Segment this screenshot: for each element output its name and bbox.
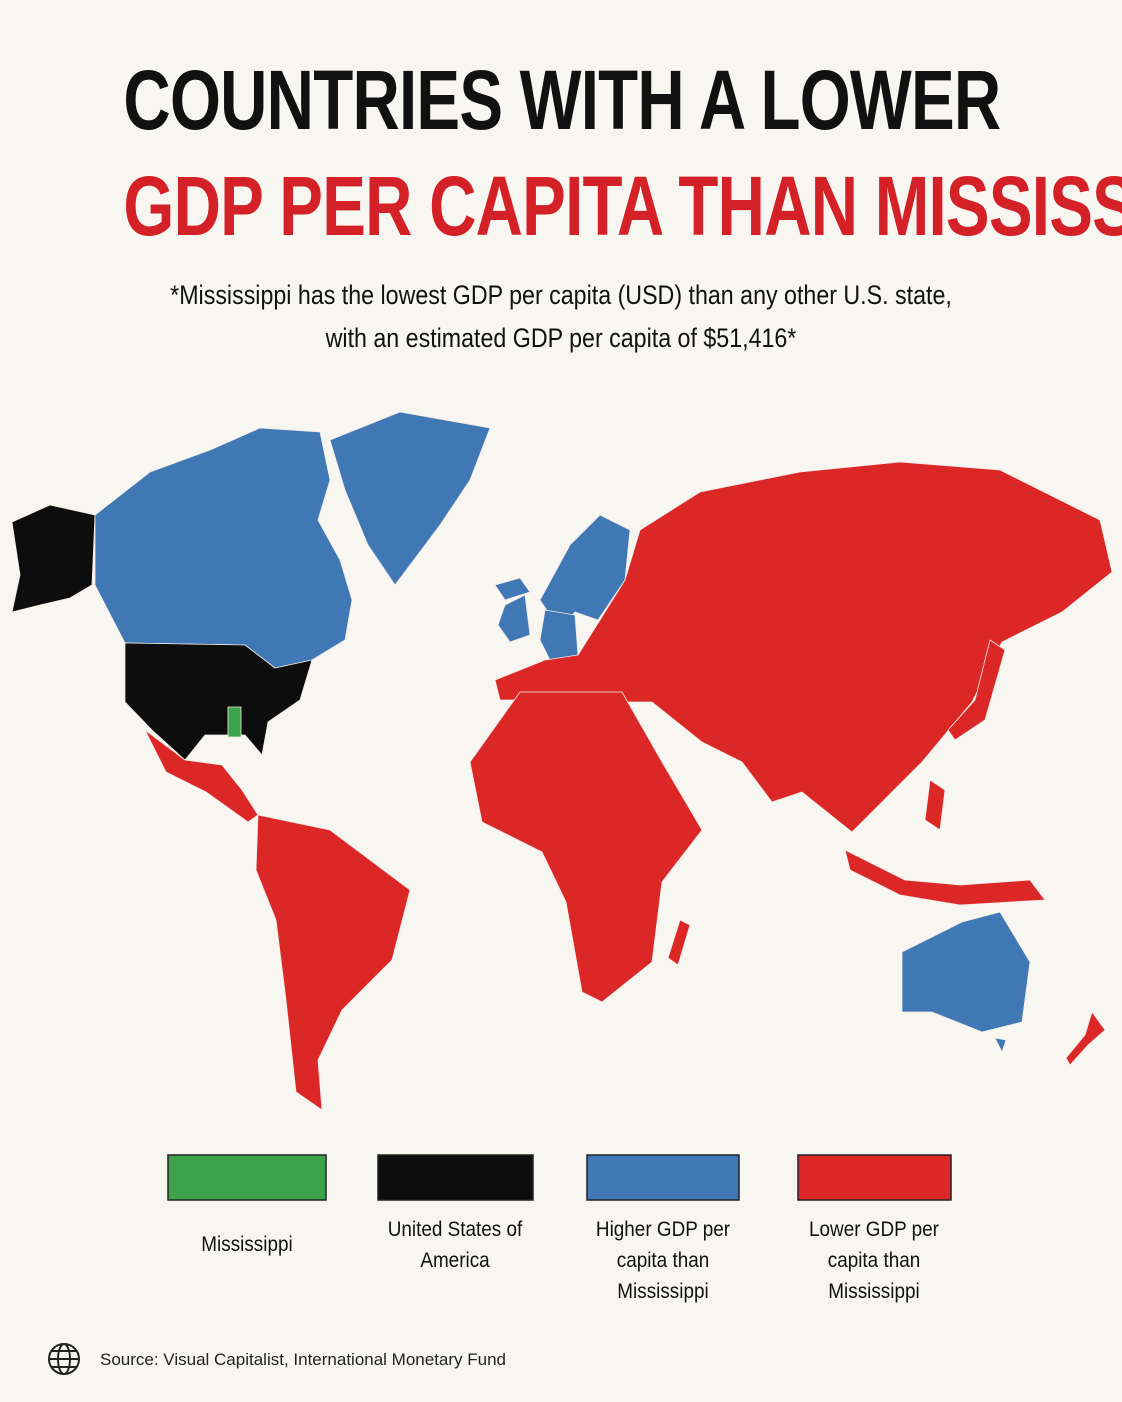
central-europe (539, 609, 579, 661)
australia (901, 911, 1031, 1033)
legend-label: Lower GDP per capita than Mississippi (809, 1218, 939, 1303)
legend-label: Higher GDP per capita than Mississippi (595, 1218, 731, 1303)
madagascar (667, 919, 691, 966)
usa (124, 642, 313, 761)
greenland (329, 411, 491, 586)
source: Source: Visual Capitalist, International… (100, 1350, 507, 1369)
africa (469, 691, 703, 1003)
japan (947, 639, 1006, 741)
subtitle: *Mississippi has the lowest GDP per capi… (170, 280, 952, 310)
indonesia (844, 849, 1046, 906)
legend-swatch (377, 1154, 534, 1201)
tasmania (994, 1037, 1007, 1053)
title-line-2: GDP PER CAPITA THAN MISSISSIPPI (123, 159, 1122, 253)
south-america (255, 814, 411, 1111)
legend-swatch (586, 1154, 740, 1201)
legend-swatch (167, 1154, 327, 1201)
globe-icon (48, 1343, 80, 1375)
uk (497, 594, 531, 643)
subtitle: with an estimated GDP per capita of $51,… (325, 323, 797, 353)
mississippi (227, 706, 242, 738)
legend-label: Mississippi (201, 1233, 293, 1256)
canada (94, 427, 353, 669)
legend-swatch (797, 1154, 952, 1201)
legend-label: United States of America (387, 1218, 523, 1272)
new-zealand (1065, 1011, 1106, 1066)
alaska (11, 504, 96, 613)
title-line-1: COUNTRIES WITH A LOWER (123, 53, 1001, 147)
iceland (494, 577, 531, 601)
central-america (144, 729, 259, 823)
philippines (924, 779, 946, 831)
